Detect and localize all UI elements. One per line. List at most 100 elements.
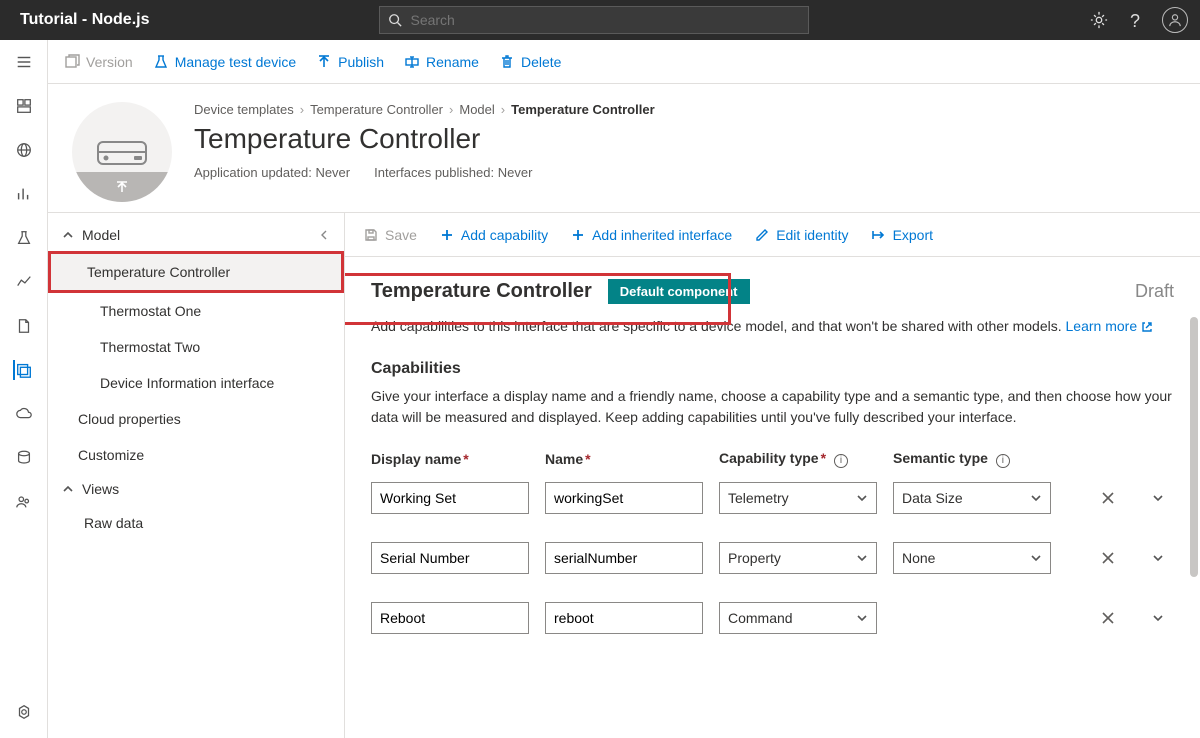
info-icon[interactable]: i	[834, 454, 848, 468]
gear-icon[interactable]	[1090, 11, 1108, 29]
template-icon[interactable]	[13, 360, 33, 380]
display-name-input[interactable]	[371, 542, 529, 574]
expand-row-button[interactable]	[1148, 552, 1168, 564]
chart-icon[interactable]	[14, 184, 34, 204]
detail-command-bar: Save Add capability Add inherited interf…	[345, 213, 1200, 257]
semantic-type-select[interactable]: None	[893, 542, 1051, 574]
expand-row-button[interactable]	[1148, 492, 1168, 504]
breadcrumb-current: Temperature Controller	[511, 102, 655, 117]
tree-item-thermostat-two[interactable]: Thermostat Two	[48, 329, 344, 365]
add-capability-button[interactable]: Add capability	[439, 227, 548, 243]
breadcrumb-item[interactable]: Temperature Controller	[310, 102, 443, 117]
info-icon[interactable]: i	[996, 454, 1010, 468]
capability-type-select[interactable]: Property	[719, 542, 877, 574]
nav-rail	[0, 40, 48, 738]
capabilities-desc: Give your interface a display name and a…	[371, 386, 1174, 428]
tree-item-cloud-props[interactable]: Cloud properties	[48, 401, 344, 437]
tree-item-device-info[interactable]: Device Information interface	[48, 365, 344, 401]
capability-type-select[interactable]: Command	[719, 602, 877, 634]
rename-icon	[404, 54, 420, 70]
analytics-icon[interactable]	[14, 272, 34, 292]
flask-icon	[153, 54, 169, 70]
database-icon[interactable]	[14, 448, 34, 468]
avatar[interactable]	[1162, 7, 1188, 33]
publish-button[interactable]: Publish	[316, 54, 384, 70]
chevron-left-icon[interactable]	[318, 229, 330, 241]
cloud-icon[interactable]	[14, 404, 34, 424]
page-title: Temperature Controller	[194, 123, 1176, 155]
table-row: Property None	[371, 542, 1174, 574]
table-header: Display name* Name* Capability type* i S…	[371, 450, 1174, 468]
export-button[interactable]: Export	[871, 227, 933, 243]
capability-type-select[interactable]: Telemetry	[719, 482, 877, 514]
status-label: Draft	[1135, 281, 1174, 302]
flask-icon[interactable]	[14, 228, 34, 248]
edit-identity-button[interactable]: Edit identity	[754, 227, 848, 243]
page-meta: Application updated: Never Interfaces pu…	[194, 165, 1176, 180]
external-link-icon	[1141, 321, 1153, 333]
doc-icon[interactable]	[14, 316, 34, 336]
name-input[interactable]	[545, 542, 703, 574]
breadcrumb-item[interactable]: Model	[459, 102, 494, 117]
capabilities-table: Display name* Name* Capability type* i S…	[371, 450, 1174, 634]
breadcrumb-item[interactable]: Device templates	[194, 102, 294, 117]
tree-item-raw-data[interactable]: Raw data	[48, 505, 344, 541]
tree-item-customize[interactable]: Customize	[48, 437, 344, 473]
tree-group-model[interactable]: Model	[48, 219, 344, 251]
people-icon[interactable]	[14, 492, 34, 512]
page-header: Device templates› Temperature Controller…	[48, 84, 1200, 212]
hamburger-icon[interactable]	[14, 52, 34, 72]
device-template-icon	[72, 102, 172, 202]
plus-icon	[570, 227, 586, 243]
plus-icon	[439, 227, 455, 243]
tree-group-views[interactable]: Views	[48, 473, 344, 505]
topbar: Tutorial - Node.js ?	[0, 0, 1200, 40]
help-icon[interactable]: ?	[1126, 11, 1144, 29]
command-bar: Version Manage test device Publish Renam…	[48, 40, 1200, 84]
add-inherited-button[interactable]: Add inherited interface	[570, 227, 732, 243]
rename-button[interactable]: Rename	[404, 54, 479, 70]
table-row: Telemetry Data Size	[371, 482, 1174, 514]
tree-item-temp-controller[interactable]: Temperature Controller	[48, 251, 344, 293]
export-icon	[871, 227, 887, 243]
version-button[interactable]: Version	[64, 54, 133, 70]
scrollbar[interactable]	[1190, 317, 1198, 577]
delete-row-button[interactable]	[1098, 491, 1118, 505]
trash-icon	[499, 54, 515, 70]
globe-icon[interactable]	[14, 140, 34, 160]
capabilities-title: Capabilities	[371, 360, 1174, 378]
search-input[interactable]	[410, 12, 800, 28]
delete-row-button[interactable]	[1098, 611, 1118, 625]
model-tree: Model Temperature Controller Thermostat …	[48, 213, 345, 738]
device-icon	[94, 134, 150, 170]
display-name-input[interactable]	[371, 602, 529, 634]
person-icon	[1168, 13, 1182, 27]
pencil-icon	[754, 227, 770, 243]
save-icon	[363, 227, 379, 243]
manage-test-device-button[interactable]: Manage test device	[153, 54, 296, 70]
version-icon	[64, 54, 80, 70]
settings-icon[interactable]	[14, 702, 34, 722]
tree-item-thermostat-one[interactable]: Thermostat One	[48, 293, 344, 329]
semantic-type-select[interactable]: Data Size	[893, 482, 1051, 514]
learn-more-link[interactable]: Learn more	[1066, 318, 1138, 334]
chevron-up-icon	[62, 483, 74, 495]
app-title: Tutorial - Node.js	[20, 11, 149, 29]
upload-icon	[114, 179, 130, 195]
display-name-input[interactable]	[371, 482, 529, 514]
publish-icon	[316, 54, 332, 70]
detail-pane: Save Add capability Add inherited interf…	[345, 213, 1200, 738]
delete-button[interactable]: Delete	[499, 54, 561, 70]
dashboard-icon[interactable]	[14, 96, 34, 116]
expand-row-button[interactable]	[1148, 612, 1168, 624]
search-wrapper[interactable]	[379, 6, 809, 34]
save-button[interactable]: Save	[363, 227, 417, 243]
name-input[interactable]	[545, 602, 703, 634]
name-input[interactable]	[545, 482, 703, 514]
highlight-annotation	[345, 273, 731, 325]
table-row: Command	[371, 602, 1174, 634]
breadcrumb: Device templates› Temperature Controller…	[194, 102, 1176, 117]
chevron-up-icon	[62, 229, 74, 241]
search-icon	[388, 13, 402, 27]
delete-row-button[interactable]	[1098, 551, 1118, 565]
